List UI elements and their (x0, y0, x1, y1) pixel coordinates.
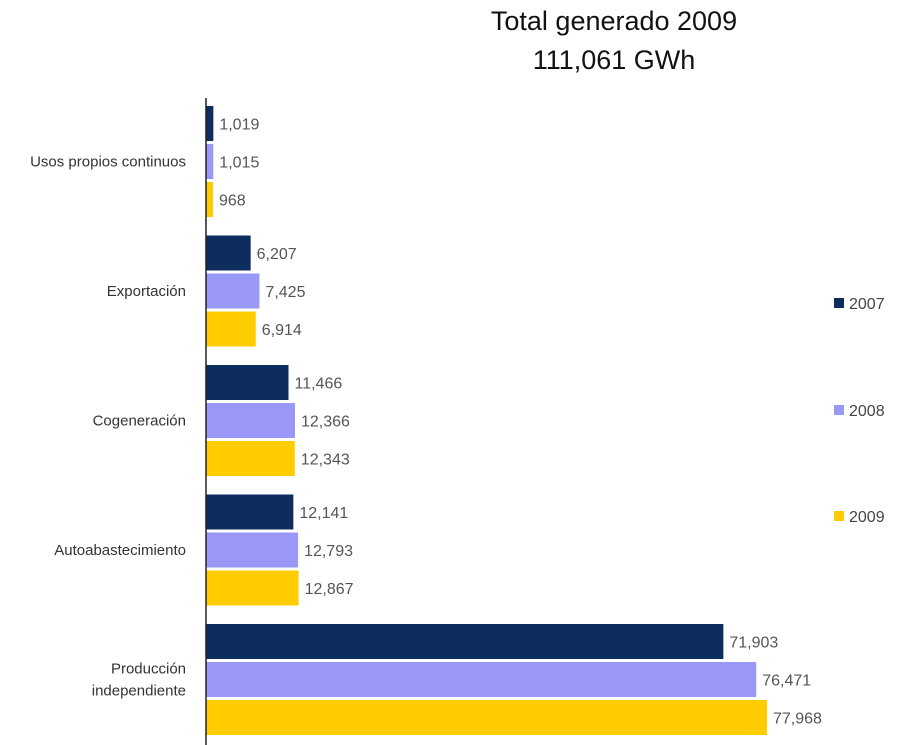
bar-2008 (206, 273, 260, 309)
category-label: Cogeneración (93, 413, 186, 430)
bar-2008 (206, 403, 295, 438)
plot-area: Usos propios continuos 1,019 1,015 968 Expor… (30, 98, 822, 745)
value-label: 968 (219, 193, 246, 210)
bar-2007 (206, 494, 294, 530)
value-label: 12,793 (304, 543, 353, 560)
legend-swatch-2009 (834, 511, 844, 521)
chart-title: Total generado 2009 (491, 6, 737, 36)
value-label: 12,867 (305, 581, 354, 598)
bar-2008 (206, 662, 757, 697)
bar-2007 (206, 624, 724, 659)
chart-subtitle: 111,061 GWh (533, 45, 696, 75)
category-label: Exportación (107, 283, 186, 300)
value-label: 1,019 (219, 117, 259, 134)
category-label: Usos propios continuos (30, 154, 186, 171)
bar-2007 (206, 106, 214, 141)
legend-swatch-2007 (834, 298, 844, 308)
value-label: 12,141 (299, 505, 348, 522)
value-label: 11,466 (295, 376, 343, 393)
bar-2009 (206, 441, 295, 476)
legend-swatch-2008 (834, 405, 844, 415)
value-label: 12,366 (301, 414, 350, 431)
bar-2009 (206, 182, 213, 217)
value-label: 1,015 (219, 155, 259, 172)
legend: 2007 2008 2009 (834, 296, 885, 526)
bar-2008 (206, 532, 299, 568)
bar-2009 (206, 311, 256, 347)
legend-label: 2009 (849, 509, 885, 526)
bar-2008 (206, 144, 214, 179)
value-label: 7,425 (265, 284, 305, 301)
legend-label: 2007 (849, 296, 885, 313)
value-label: 71,903 (729, 635, 778, 652)
value-label: 76,471 (762, 673, 811, 690)
bar-2007 (206, 235, 251, 271)
category-label: Producción independiente (92, 661, 186, 700)
bar-2009 (206, 700, 767, 735)
legend-label: 2008 (849, 403, 885, 420)
value-label: 12,343 (301, 452, 350, 469)
bar-2009 (206, 570, 299, 606)
value-label: 6,207 (257, 246, 297, 263)
value-label: 77,968 (773, 711, 822, 728)
bar-2007 (206, 365, 289, 400)
value-label: 6,914 (262, 322, 302, 339)
category-label: Autoabastecimiento (54, 542, 186, 559)
